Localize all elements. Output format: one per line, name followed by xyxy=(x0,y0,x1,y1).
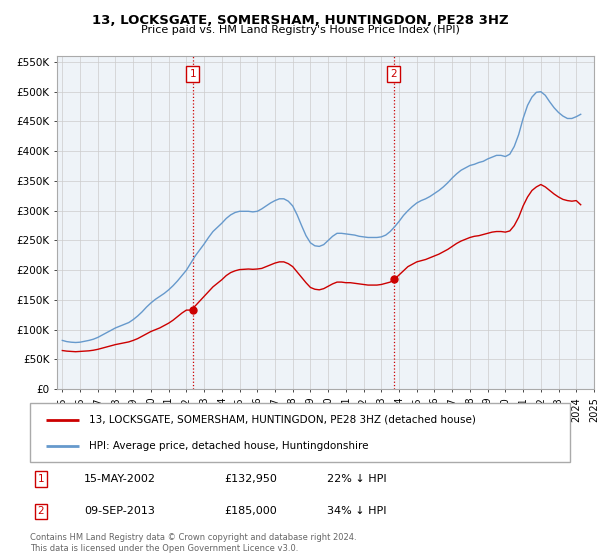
Text: Contains HM Land Registry data © Crown copyright and database right 2024.
This d: Contains HM Land Registry data © Crown c… xyxy=(30,533,356,553)
Text: 1: 1 xyxy=(37,474,44,484)
Text: 2: 2 xyxy=(37,506,44,516)
Text: HPI: Average price, detached house, Huntingdonshire: HPI: Average price, detached house, Hunt… xyxy=(89,441,369,451)
Text: 15-MAY-2002: 15-MAY-2002 xyxy=(84,474,156,484)
Text: 13, LOCKSGATE, SOMERSHAM, HUNTINGDON, PE28 3HZ: 13, LOCKSGATE, SOMERSHAM, HUNTINGDON, PE… xyxy=(92,14,508,27)
FancyBboxPatch shape xyxy=(30,403,570,462)
Text: 09-SEP-2013: 09-SEP-2013 xyxy=(84,506,155,516)
Text: Price paid vs. HM Land Registry's House Price Index (HPI): Price paid vs. HM Land Registry's House … xyxy=(140,25,460,35)
Text: £132,950: £132,950 xyxy=(224,474,277,484)
Text: 1: 1 xyxy=(190,69,196,79)
Text: 22% ↓ HPI: 22% ↓ HPI xyxy=(327,474,386,484)
Text: £185,000: £185,000 xyxy=(224,506,277,516)
Text: 2: 2 xyxy=(390,69,397,79)
Text: 34% ↓ HPI: 34% ↓ HPI xyxy=(327,506,386,516)
Text: 13, LOCKSGATE, SOMERSHAM, HUNTINGDON, PE28 3HZ (detached house): 13, LOCKSGATE, SOMERSHAM, HUNTINGDON, PE… xyxy=(89,414,476,424)
